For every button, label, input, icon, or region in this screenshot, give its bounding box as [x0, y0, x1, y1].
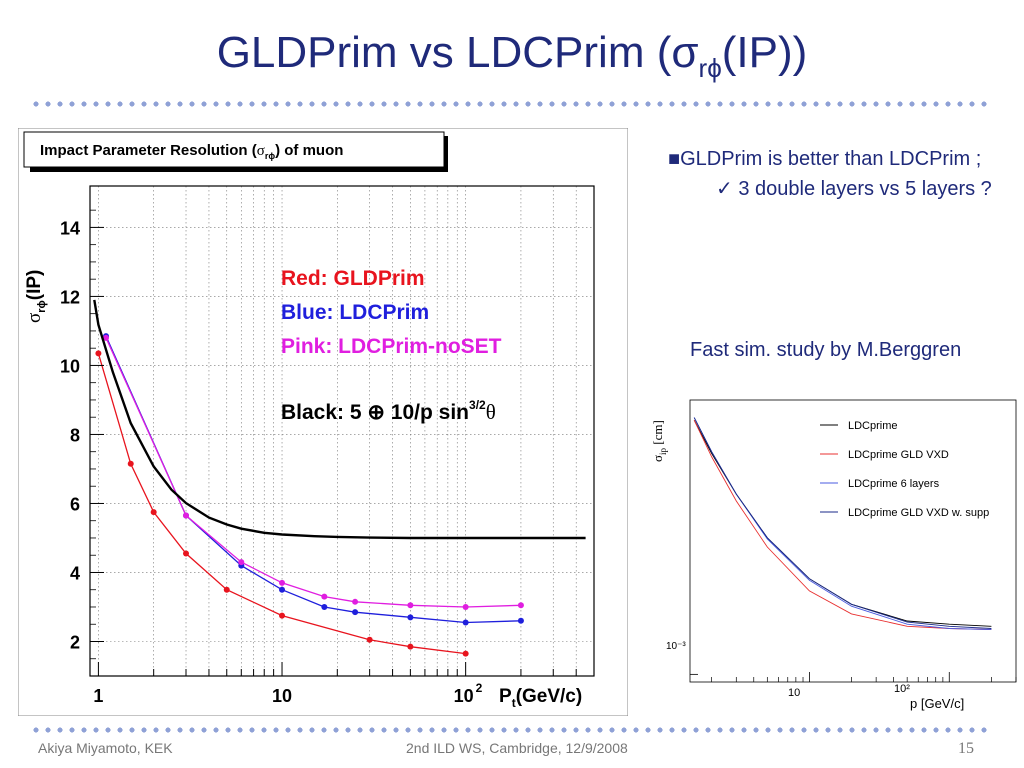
check-icon: ✓ — [716, 178, 739, 200]
fast-legend-label: LDCprime 6 layers — [848, 478, 940, 490]
x-tick-label: 1 — [93, 686, 103, 706]
y-tick-label: 6 — [70, 494, 80, 514]
bottom-dotted-divider — [30, 727, 990, 733]
series-ldcprim-point — [462, 619, 469, 626]
sub-bullet-item: ✓ 3 double layers vs 5 layers ? — [716, 178, 992, 200]
fast-series-line — [693, 420, 992, 631]
series-gldprim-point — [95, 350, 102, 357]
fast-sim-legend: LDCprime LDCprime GLD VXD LDCprime 6 layer… — [820, 420, 989, 519]
series-formula-line — [93, 299, 586, 540]
fast-x-tick-label-10: 10 — [788, 687, 800, 699]
series-gldprim-point — [366, 636, 373, 643]
square-bullet-icon: ■ — [668, 148, 681, 170]
x-tick-label: 10 — [454, 686, 474, 706]
series-gldprim-point — [183, 550, 190, 557]
fast-legend-label: LDCprime GLD VXD w. supp — [848, 507, 989, 519]
fast-y-tick-label: 10⁻³ — [666, 641, 686, 652]
main-y-axis-label: σrϕ(IP) — [24, 270, 48, 323]
legend-blue: Blue: LDCPrim — [281, 301, 429, 324]
fast-sim-ticks — [690, 672, 1017, 682]
series-ldcprim-noset-point — [183, 512, 190, 519]
x-tick-label: 10 — [272, 686, 292, 706]
series-ldcprim-noset-point — [517, 602, 524, 609]
fast-series-line — [693, 417, 992, 629]
y-tick-label: 8 — [70, 425, 80, 445]
main-x-axis-label: Pt(GeV/c) — [499, 686, 582, 710]
series-ldcprim-point — [279, 586, 286, 593]
y-tick-label: 4 — [70, 563, 80, 583]
series-ldcprim-noset-point — [321, 593, 328, 600]
y-tick-label: 2 — [70, 632, 80, 652]
series-ldcprim-noset-point — [238, 559, 245, 566]
series-gldprim-point — [407, 643, 414, 650]
series-gldprim-point — [223, 586, 230, 593]
fast-legend-label: LDCprime — [848, 420, 898, 432]
legend-red: Red: GLDPrim — [281, 267, 425, 290]
series-ldcprim-noset-point — [462, 603, 469, 610]
fast-sim-frame — [689, 399, 1017, 683]
bullet-list: ■GLDPrim is better than LDCPrim ; ✓ 3 do… — [668, 144, 998, 204]
title-box — [23, 131, 445, 168]
legend-pink: Pink: LDCPrim-noSET — [281, 335, 502, 358]
main-axes-frame — [89, 185, 595, 677]
fast-sim-canvas — [648, 392, 1020, 716]
fast-sim-x-label: p [GeV/c] — [910, 696, 964, 711]
series-ldcprim-point — [321, 603, 328, 610]
series-gldprim-point — [127, 460, 134, 467]
y-tick-label: 10 — [60, 356, 80, 376]
series-gldprim-point — [150, 509, 157, 516]
series-ldcprim-noset-point — [407, 602, 414, 609]
footer-author: Akiya Miyamoto, KEK — [38, 740, 173, 756]
main-grid — [90, 186, 595, 676]
fast-sim-caption: Fast sim. study by M.Berggren — [690, 339, 962, 361]
fast-legend-label: LDCprime GLD VXD — [848, 449, 949, 461]
series-ldcprim-noset-point — [279, 579, 286, 586]
main-series-group — [93, 299, 586, 657]
slide-title: GLDPrim vs LDCPrim (σrϕ(IP)) — [216, 28, 808, 83]
x-tick-label-exponent: 2 — [476, 681, 483, 695]
fast-sim-chart: LDCprime LDCprime GLD VXD LDCprime 6 layer… — [648, 392, 1020, 716]
series-gldprim-point — [279, 612, 286, 619]
fast-sim-series-group — [693, 417, 992, 631]
series-ldcprim-noset-point — [352, 598, 359, 605]
series-ldcprim-point — [352, 609, 359, 616]
series-gldprim-point — [462, 650, 469, 657]
series-ldcprim-point — [407, 614, 414, 621]
page-number: 15 — [958, 740, 974, 757]
bullet-item: ■GLDPrim is better than LDCPrim ; — [668, 148, 982, 170]
fast-x-tick-label-100: 10² — [894, 683, 910, 695]
top-dotted-divider — [30, 101, 990, 107]
footer-event: 2nd ILD WS, Cambridge, 12/9/2008 — [406, 740, 628, 756]
y-tick-label: 12 — [60, 287, 80, 307]
plot-canvas-frame — [18, 128, 628, 716]
y-tick-label: 14 — [60, 218, 80, 238]
legend-black: Black: 5 ⊕ 10/p sin3/2θ — [281, 398, 496, 424]
series-ldcprim-noset-point — [103, 334, 110, 341]
main-chart-title: Impact Parameter Resolution (σrϕ) of muo… — [40, 142, 343, 161]
series-ldcprim-point — [517, 617, 524, 624]
